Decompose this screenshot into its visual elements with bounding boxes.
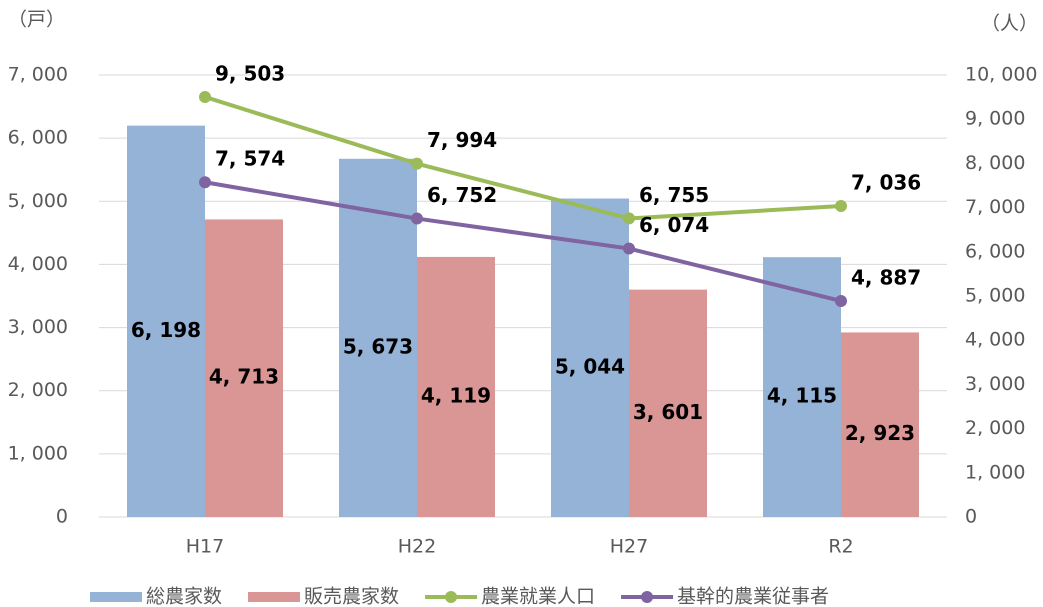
marker: [623, 242, 635, 255]
data-label: 6, 198: [131, 318, 201, 342]
legend-label: 販売農家数: [304, 586, 399, 607]
bar: [339, 158, 417, 517]
data-label: 5, 673: [343, 334, 413, 358]
y2-tick-label: 6, 000: [965, 240, 1025, 262]
x-tick-label: H27: [610, 536, 648, 558]
line: [204, 95, 842, 221]
data-label: 7, 994: [427, 128, 497, 152]
data-label: 6, 755: [639, 183, 709, 207]
data-label: 4, 887: [851, 265, 921, 289]
data-label: 6, 074: [639, 213, 709, 237]
y2-tick-label: 1, 000: [965, 461, 1025, 483]
line: [204, 180, 842, 303]
y-tick-label: 1, 000: [8, 442, 68, 464]
legend-swatch: [445, 591, 458, 603]
legend-label: 総農家数: [146, 586, 222, 607]
x-tick-label: R2: [828, 536, 853, 558]
y2-tick-label: 2, 000: [965, 417, 1025, 439]
marker: [199, 176, 211, 189]
x-tick-label: H22: [398, 536, 436, 558]
data-label: 3, 601: [633, 400, 703, 424]
y-tick-label: 4, 000: [8, 253, 68, 275]
y2-tick-label: 5, 000: [965, 285, 1025, 307]
y-tick-label: 5, 000: [8, 190, 68, 212]
legend-label: 農業就業人口: [481, 586, 595, 607]
y2-tick-label: 10, 000: [965, 64, 1038, 86]
legend-swatch: [641, 591, 654, 603]
data-label: 5, 044: [555, 354, 625, 378]
data-label: 7, 574: [215, 147, 285, 171]
bar: [841, 332, 919, 517]
legend-swatch: [90, 592, 142, 602]
data-label: 6, 752: [427, 183, 497, 207]
y2-tick-label: 7, 000: [965, 196, 1025, 218]
bar: [417, 256, 495, 517]
y2-tick-label: 0: [965, 506, 977, 528]
marker: [411, 157, 423, 170]
marker: [623, 212, 635, 225]
data-label: 4, 119: [421, 383, 491, 407]
y2-tick-label: 3, 000: [965, 373, 1025, 395]
y-tick-label: 0: [56, 506, 68, 528]
data-label: 4, 713: [209, 365, 279, 389]
y-axis-label: （戸）: [8, 9, 65, 31]
bar: [127, 125, 205, 518]
y-tick-label: 2, 000: [8, 379, 68, 401]
marker: [411, 212, 423, 225]
y2-axis-label: （人）: [981, 13, 1038, 35]
marker: [835, 294, 847, 307]
x-tick-label: H17: [186, 536, 224, 558]
bar: [551, 198, 629, 517]
data-label: 4, 115: [767, 384, 837, 408]
y-tick-label: 3, 000: [8, 316, 68, 338]
bar: [763, 257, 841, 517]
legend-swatch: [248, 592, 301, 602]
marker: [199, 90, 211, 103]
data-label: 7, 036: [851, 171, 921, 195]
y-tick-label: 7, 000: [8, 64, 68, 86]
bar: [205, 219, 283, 517]
marker: [835, 200, 847, 213]
y2-tick-label: 9, 000: [965, 108, 1025, 130]
data-label: 2, 923: [845, 421, 915, 445]
legend-label: 基幹的農業従事者: [677, 586, 829, 607]
y-tick-label: 6, 000: [8, 127, 68, 149]
y2-tick-label: 8, 000: [965, 152, 1025, 174]
data-label: 9, 503: [215, 61, 285, 85]
bar: [629, 289, 707, 517]
y2-tick-label: 4, 000: [965, 329, 1025, 351]
